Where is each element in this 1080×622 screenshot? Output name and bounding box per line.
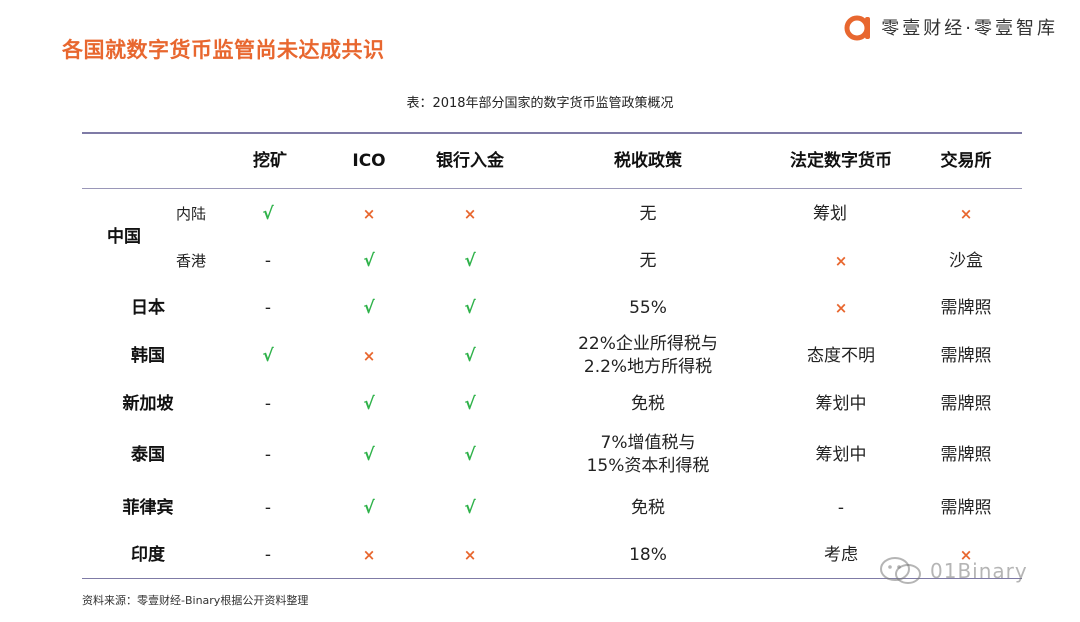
exchange-cell: 需牌照 xyxy=(940,445,992,465)
tax-line: 7%增值税与 xyxy=(600,433,696,453)
cross-icon: × xyxy=(959,205,973,223)
header-legal-digital-currency: 法定数字货币 xyxy=(790,151,892,171)
brand: 零壹财经·零壹智库 xyxy=(843,12,1058,42)
slide-title: 各国就数字货币监管尚未达成共识 xyxy=(62,38,385,62)
mining-cell: - xyxy=(264,545,272,565)
header-exchange: 交易所 xyxy=(940,151,992,171)
brand-name: 零壹财经·零壹智库 xyxy=(881,18,1058,39)
country-label: 韩国 xyxy=(131,346,165,366)
check-icon: √ xyxy=(464,251,476,271)
tax-line: 15%资本利得税 xyxy=(586,456,710,476)
exchange-cell: 需牌照 xyxy=(940,498,992,518)
cbdc-cell: 筹划 xyxy=(813,204,847,224)
tax-cell: 无 xyxy=(639,251,657,271)
check-icon: √ xyxy=(262,204,274,224)
cbdc-cell: - xyxy=(837,498,845,518)
country-label: 印度 xyxy=(131,545,165,565)
table-bottom-rule xyxy=(82,578,1022,579)
country-label: 泰国 xyxy=(131,445,165,465)
cross-icon: × xyxy=(463,205,477,223)
tax-cell: 55% xyxy=(629,298,667,318)
table-top-rule xyxy=(82,132,1022,134)
check-icon: √ xyxy=(363,445,375,465)
tax-cell: 免税 xyxy=(631,498,665,518)
cbdc-cell: 筹划中 xyxy=(815,445,867,465)
cross-icon: × xyxy=(362,205,376,223)
tax-cell: 无 xyxy=(639,204,657,224)
header-ico: ICO xyxy=(352,151,386,171)
check-icon: √ xyxy=(464,394,476,414)
exchange-cell: 需牌照 xyxy=(940,346,992,366)
check-icon: √ xyxy=(464,445,476,465)
tax-cell: 免税 xyxy=(631,394,665,414)
exchange-cell: 需牌照 xyxy=(940,394,992,414)
check-icon: √ xyxy=(262,346,274,366)
header-mining: 挖矿 xyxy=(253,151,287,171)
check-icon: √ xyxy=(464,498,476,518)
header-tax-policy: 税收政策 xyxy=(614,151,682,171)
exchange-cell: 沙盒 xyxy=(949,251,983,271)
cbdc-cell: 考虑 xyxy=(824,545,858,565)
check-icon: √ xyxy=(363,498,375,518)
exchange-cell: 需牌照 xyxy=(940,298,992,318)
mining-cell: - xyxy=(264,298,272,318)
tax-cell: 22%企业所得税与 2.2%地方所得税 xyxy=(578,333,718,379)
check-icon: √ xyxy=(363,394,375,414)
cbdc-cell: 筹划中 xyxy=(815,394,867,414)
check-icon: √ xyxy=(464,346,476,366)
cross-icon: × xyxy=(362,347,376,365)
table-caption: 表：2018年部分国家的数字货币监管政策概况 xyxy=(406,96,674,111)
header-bank-deposit: 银行入金 xyxy=(436,151,504,171)
country-label: 菲律宾 xyxy=(122,498,174,518)
cross-icon: × xyxy=(362,546,376,564)
watermark-text: 01Binary xyxy=(930,559,1028,583)
country-label: 中国 xyxy=(107,227,141,247)
country-label: 日本 xyxy=(131,298,165,318)
brand-logo-icon xyxy=(844,15,871,41)
country-label: 新加坡 xyxy=(122,394,174,414)
cross-icon: × xyxy=(959,546,973,564)
mining-cell: - xyxy=(264,498,272,518)
source-note: 资料来源：零壹财经-Binary根据公开资料整理 xyxy=(82,594,309,607)
tax-cell: 18% xyxy=(629,545,667,565)
cbdc-cell: 态度不明 xyxy=(807,346,875,366)
region-label: 内陆 xyxy=(175,205,207,223)
check-icon: √ xyxy=(464,298,476,318)
cross-icon: × xyxy=(834,299,848,317)
mining-cell: - xyxy=(264,394,272,414)
wechat-icon xyxy=(880,557,921,584)
cross-icon: × xyxy=(834,252,848,270)
cross-icon: × xyxy=(463,546,477,564)
region-label: 香港 xyxy=(175,252,207,270)
table-header-rule xyxy=(82,188,1022,189)
check-icon: √ xyxy=(363,251,375,271)
mining-cell: - xyxy=(264,445,272,465)
tax-cell: 7%增值税与 15%资本利得税 xyxy=(587,432,710,478)
tax-line: 22%企业所得税与 xyxy=(578,334,718,354)
watermark: 01Binary xyxy=(878,556,1028,586)
check-icon: √ xyxy=(363,298,375,318)
tax-line: 2.2%地方所得税 xyxy=(583,357,713,377)
mining-cell: - xyxy=(264,251,272,271)
